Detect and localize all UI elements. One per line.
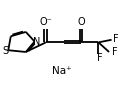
Text: F: F [97,53,103,63]
Text: F: F [112,47,118,57]
Text: O⁻: O⁻ [39,17,52,27]
Text: Na⁺: Na⁺ [52,66,71,76]
Text: N: N [33,37,41,47]
Text: O: O [77,17,85,27]
Text: S: S [3,46,9,56]
Text: F: F [113,34,119,44]
